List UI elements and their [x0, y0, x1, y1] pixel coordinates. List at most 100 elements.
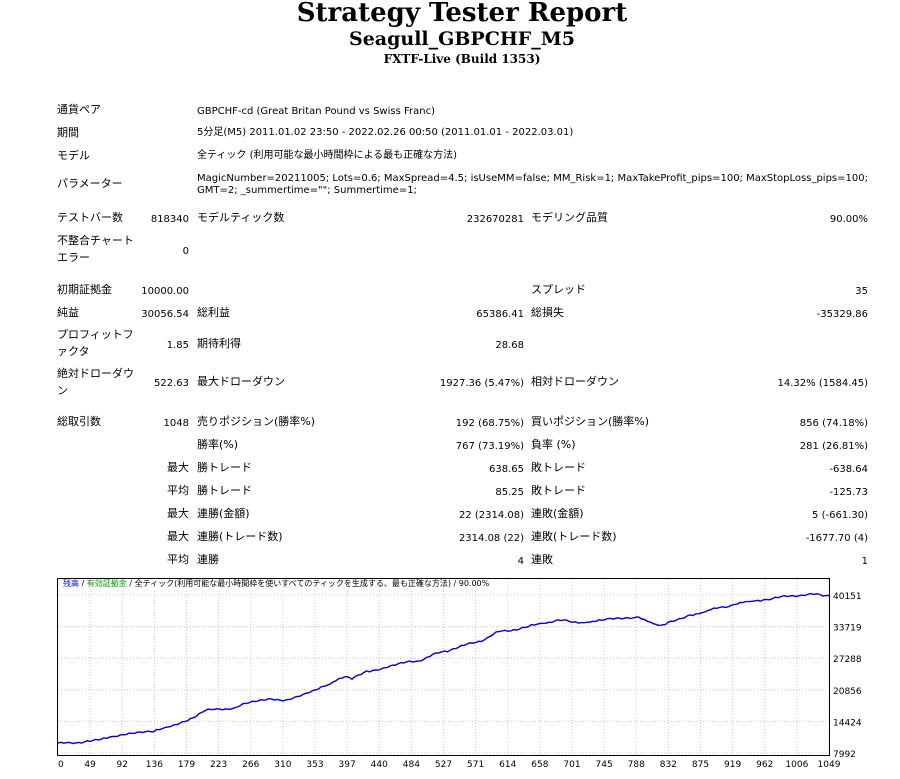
- consecutive-loss-count-label: 連敗(トレード数): [531, 530, 617, 543]
- average-consecutive-losses-value: 1: [861, 556, 868, 567]
- long-positions-value: 856 (74.18%): [799, 418, 868, 429]
- x-tick-label: 962: [756, 760, 773, 770]
- relative-drawdown-value: 14.32% (1584.45): [777, 378, 868, 389]
- average-consecutive-wins-label: 連勝: [197, 553, 219, 566]
- short-positions-label: 売りポジション(勝率%): [197, 415, 316, 428]
- parameters-label: パラメーター: [57, 177, 123, 190]
- ticks-value: 232670281: [466, 214, 524, 225]
- x-tick-label: 788: [628, 760, 645, 770]
- spread-label: スプレッド: [531, 283, 586, 296]
- legend-balance: 残高: [63, 579, 79, 588]
- average-consecutive-label: 平均: [167, 553, 189, 566]
- x-tick-label: 49: [84, 760, 96, 770]
- gross-profit-label: 総利益: [197, 306, 230, 319]
- bars-label: テストバー数: [57, 211, 123, 224]
- absolute-drawdown-value: 522.63: [154, 378, 189, 389]
- spread-value: 35: [855, 286, 868, 297]
- mismatch-label-line-1: 不整合チャート: [57, 234, 134, 247]
- short-positions-value: 192 (68.75%): [455, 418, 524, 429]
- y-tick-label: 14424: [833, 718, 862, 728]
- mismatch-label-line-2: エラー: [57, 251, 90, 264]
- gross-loss-value: -35329.86: [816, 309, 868, 320]
- legend-separator: /: [126, 579, 135, 588]
- average-consecutive-losses-label: 連敗: [531, 553, 553, 566]
- consecutive-loss-count-value: -1677.70 (4): [805, 533, 868, 544]
- legend-model-quality: 全ティック(利用可能な最小時間枠を使いすべてのティックを生成する、最も正確な方法…: [134, 579, 490, 588]
- net-profit-label: 純益: [57, 306, 79, 319]
- server-build: FXTF-Live (Build 1353): [383, 52, 541, 66]
- gross-profit-value: 65386.41: [476, 309, 524, 320]
- y-tick-label: 40151: [833, 592, 862, 602]
- x-tick-label: 179: [178, 760, 195, 770]
- symbol-label: 通貨ペア: [57, 103, 101, 116]
- parameters-line-2: GMT=2; _summertime=""; Summertime=1;: [197, 185, 417, 196]
- total-trades-value: 1048: [163, 418, 189, 429]
- x-tick-label: 136: [146, 760, 163, 770]
- x-tick-label: 658: [531, 760, 548, 770]
- chart-series: [57, 592, 830, 745]
- net-profit-value: 30056.54: [141, 309, 189, 320]
- consecutive-losses-money-value: 5 (-661.30): [812, 510, 868, 521]
- x-tick-label: 440: [371, 760, 388, 770]
- x-tick-label: 1006: [785, 760, 808, 770]
- legend-separator: /: [79, 579, 87, 588]
- largest-loss-trade-label: 敗トレード: [531, 461, 586, 474]
- largest-profit-trade-value: 638.65: [489, 464, 524, 475]
- consecutive-losses-money-label: 連敗(金額): [531, 507, 584, 520]
- y-tick-label: 20856: [833, 687, 862, 697]
- y-tick-label: 33719: [833, 624, 862, 634]
- x-tick-label: 745: [596, 760, 613, 770]
- x-tick-label: 266: [242, 760, 259, 770]
- average-profit-trade-label: 勝トレード: [197, 484, 252, 497]
- x-tick-label: 919: [724, 760, 741, 770]
- x-tick-label: 614: [499, 760, 516, 770]
- maximal-drawdown-label: 最大ドローダウン: [197, 375, 285, 388]
- largest-label: 最大: [167, 461, 189, 474]
- balance-line: [57, 592, 830, 745]
- mismatch-value: 0: [182, 246, 189, 257]
- chart-legend: 残高 / 有効証拠金 / 全ティック(利用可能な最小時間枠を使いすべてのティック…: [61, 579, 492, 589]
- total-trades-label: 総取引数: [57, 415, 101, 428]
- gross-loss-label: 総損失: [531, 306, 564, 319]
- consecutive-profit-count-label: 連勝(トレード数): [197, 530, 283, 543]
- maximum-label: 最大: [167, 507, 189, 520]
- x-tick-label: 484: [403, 760, 420, 770]
- report-title: Strategy Tester Report: [296, 0, 628, 28]
- x-tick-label: 571: [467, 760, 484, 770]
- maximal-label: 最大: [167, 530, 189, 543]
- x-tick-label: 92: [117, 760, 128, 770]
- absolute-drawdown-label-line-2: ン: [57, 384, 68, 397]
- consecutive-wins-money-value: 22 (2314.08): [458, 510, 524, 521]
- x-tick-labels: 0 49 92 136 179 223 266 310 353 397 440 484 527 571 61…: [58, 760, 841, 770]
- x-tick-label: 223: [210, 760, 227, 770]
- x-tick-label: 353: [306, 760, 323, 770]
- ticks-label: モデルティック数: [197, 211, 285, 224]
- quality-label: モデリング品質: [531, 211, 608, 224]
- profit-factor-label-line-2: ァクタ: [57, 345, 90, 358]
- balance-chart: 0 49 92 136 179 223 266 310 353 397 440 484 527 571 61…: [57, 578, 862, 770]
- chart-grid: [57, 579, 830, 755]
- deposit-value: 10000.00: [141, 286, 189, 297]
- loss-trades-label: 負率 (%): [531, 438, 576, 451]
- period-label: 期間: [57, 126, 79, 139]
- x-tick-label: 701: [563, 760, 580, 770]
- x-tick-label: 310: [274, 760, 291, 770]
- x-tick-label: 1049: [818, 760, 841, 770]
- average-label: 平均: [167, 484, 189, 497]
- x-tick-label: 397: [339, 760, 356, 770]
- x-tick-label: 832: [660, 760, 677, 770]
- expert-name: Seagull_GBPCHF_M5: [348, 28, 576, 50]
- maximal-drawdown-value: 1927.36 (5.47%): [439, 378, 524, 389]
- average-profit-trade-value: 85.25: [495, 487, 524, 498]
- profit-trades-value: 767 (73.19%): [455, 441, 524, 452]
- y-tick-label: 27288: [833, 655, 862, 665]
- loss-trades-value: 281 (26.81%): [799, 441, 868, 452]
- y-tick-labels: 40151 33719 27288 20856 14424 7992: [833, 592, 862, 760]
- profit-factor-label-line-1: プロフィットフ: [57, 328, 134, 341]
- quality-value: 90.00%: [829, 214, 868, 225]
- legend-equity: 有効証拠金: [86, 579, 127, 588]
- average-loss-trade-label: 敗トレード: [531, 484, 586, 497]
- deposit-label: 初期証拠金: [57, 283, 112, 296]
- profit-trades-label: 勝率(%): [197, 438, 239, 451]
- largest-loss-trade-value: -638.64: [829, 464, 868, 475]
